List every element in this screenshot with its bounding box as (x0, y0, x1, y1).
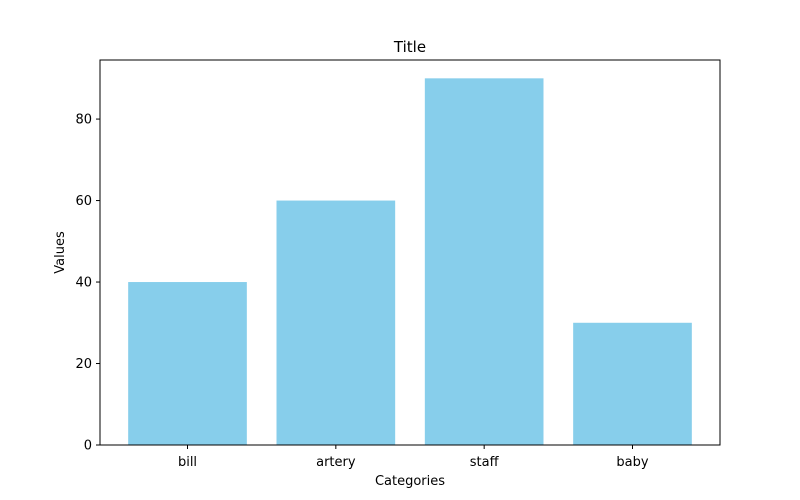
chart-title: Title (393, 38, 426, 56)
bar-bill (128, 282, 247, 445)
y-ticks-group: 0 20 40 60 80 (75, 113, 100, 454)
x-tick-label: staff (470, 455, 500, 470)
y-axis-label: Values (53, 231, 68, 274)
x-ticks-group: bill artery staff baby (178, 445, 649, 470)
bars-group (128, 78, 692, 445)
x-axis-label: Categories (375, 474, 445, 489)
x-tick-label: bill (178, 455, 197, 470)
y-tick-label: 40 (75, 276, 92, 291)
bar-baby (573, 322, 692, 445)
plot-frame (99, 59, 721, 446)
y-tick-label: 20 (75, 357, 92, 372)
y-tick-label: 60 (75, 194, 92, 209)
y-tick-label: 0 (84, 439, 92, 454)
x-tick-label: baby (616, 455, 648, 470)
bar-artery (276, 200, 396, 445)
x-tick-label: artery (316, 455, 356, 470)
bar-staff (424, 78, 544, 445)
y-tick-label: 80 (75, 113, 92, 128)
